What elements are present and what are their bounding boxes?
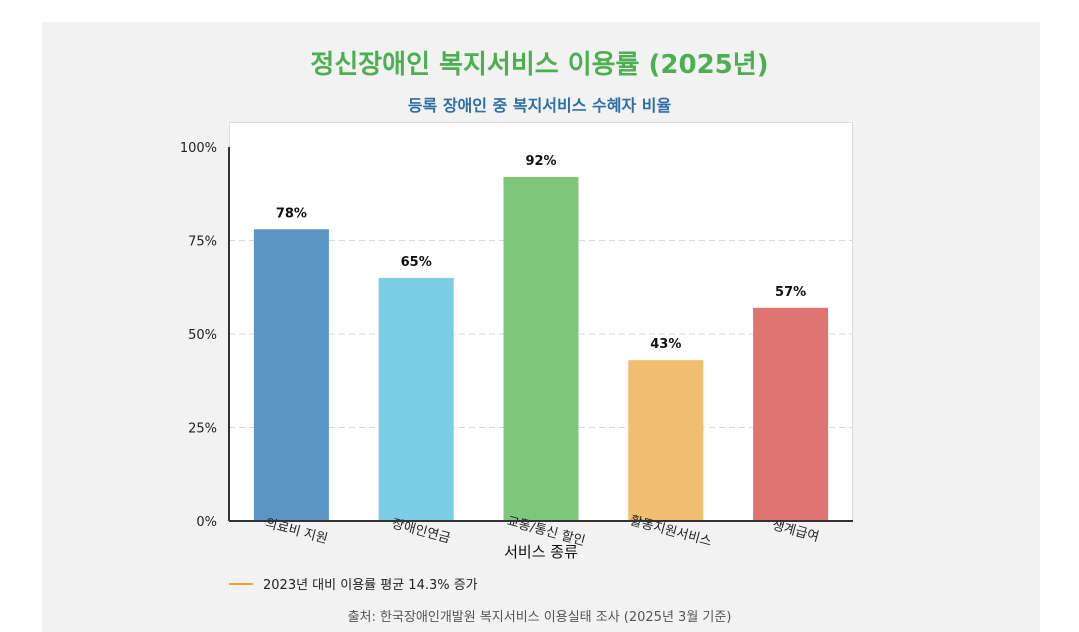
y-tick-label: 100% [180, 141, 217, 156]
x-tick-label: 생계급여 [770, 518, 820, 545]
y-tick-label: 50% [188, 328, 217, 343]
y-tick-label: 75% [188, 235, 217, 250]
legend-line-swatch [229, 582, 253, 585]
source-note: 출처: 한국장애인개발원 복지서비스 이용실태 조사 (2025년 3월 기준) [347, 610, 732, 625]
bar [628, 360, 704, 521]
y-tick-label: 0% [196, 515, 217, 530]
bar [378, 277, 454, 521]
x-axis-title: 서비스 종류 [504, 543, 578, 561]
bar-value-label: 65% [401, 255, 432, 270]
bar [503, 176, 579, 522]
y-tick-label: 25% [188, 422, 217, 437]
bar-value-label: 92% [525, 154, 556, 169]
chart-subtitle: 등록 장애인 중 복지서비스 수혜자 비율 [407, 96, 672, 115]
bar-value-label: 78% [276, 206, 307, 221]
bar-value-label: 57% [775, 285, 806, 300]
legend-label: 2023년 대비 이용률 평균 14.3% 증가 [263, 578, 478, 593]
bar [253, 229, 329, 521]
bar-value-label: 43% [650, 337, 681, 352]
chart-title: 정신장애인 복지서비스 이용률 (2025년) [310, 50, 769, 80]
bar [753, 307, 829, 521]
legend: 2023년 대비 이용률 평균 14.3% 증가 [229, 574, 478, 593]
